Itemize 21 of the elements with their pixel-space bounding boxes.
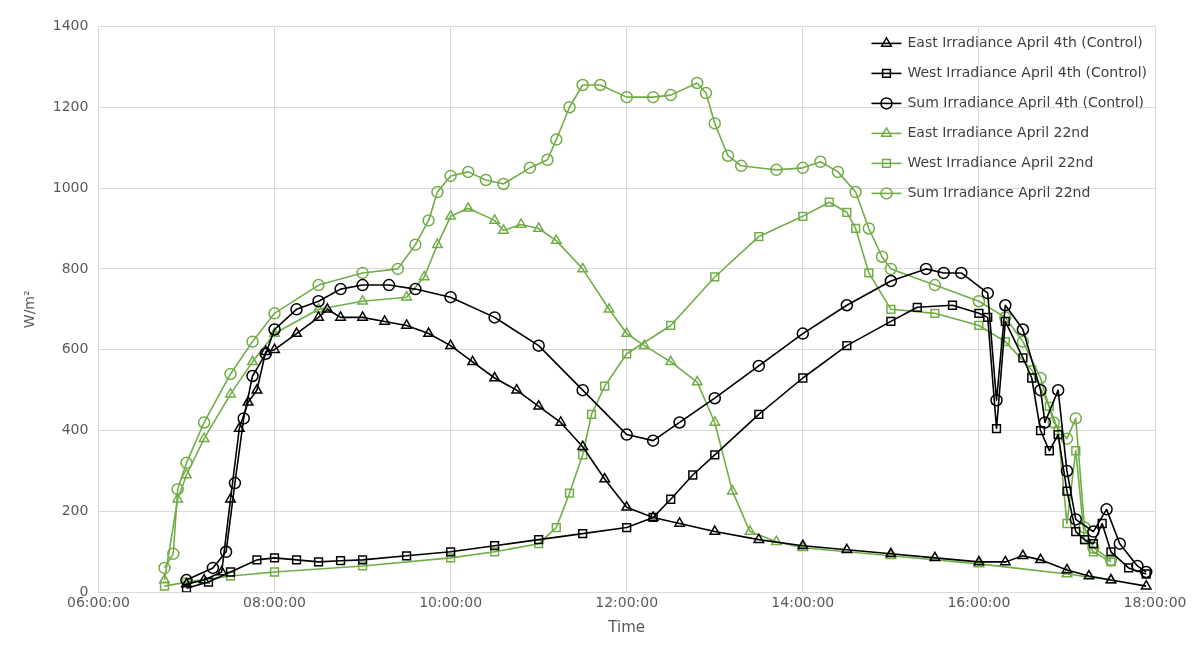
legend-label: Sum Irradiance April 22nd [907, 184, 1091, 201]
y-tick-label: 1400 [52, 17, 89, 34]
x-tick-label: 12:00:00 [595, 594, 659, 611]
legend-label: West Irradiance April 22nd [907, 154, 1094, 171]
y-axis-title: W/m² [21, 290, 38, 329]
y-tick-label: 1200 [52, 97, 89, 114]
x-tick-label: 18:00:00 [1123, 594, 1187, 611]
x-tick-label: 10:00:00 [419, 594, 483, 611]
legend-label: East Irradiance April 22nd [907, 124, 1090, 141]
y-tick-label: 800 [61, 259, 89, 276]
y-tick-label: 400 [61, 421, 89, 438]
y-tick-label: 200 [61, 502, 89, 519]
legend-label: West Irradiance April 4th (Control) [907, 64, 1147, 81]
x-axis-title: Time [607, 617, 646, 636]
legend-label: Sum Irradiance April 4th (Control) [907, 94, 1144, 111]
x-tick-label: 08:00:00 [243, 594, 306, 611]
x-tick-label: 14:00:00 [771, 594, 835, 611]
x-tick-label: 16:00:00 [947, 594, 1011, 611]
legend-label: East Irradiance April 4th (Control) [907, 34, 1143, 51]
y-tick-label: 1000 [52, 178, 89, 195]
y-tick-label: 600 [61, 340, 89, 357]
